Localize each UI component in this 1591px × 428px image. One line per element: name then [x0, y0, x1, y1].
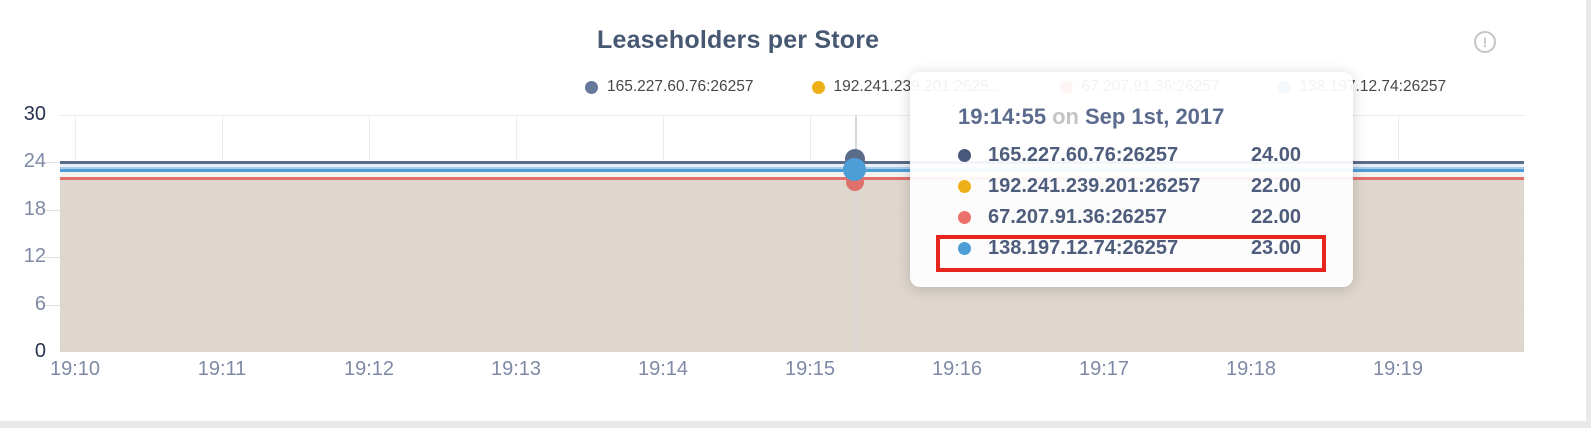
tooltip-row-value: 22.00 [1250, 175, 1301, 197]
tooltip-row-value: 24.00 [1250, 144, 1301, 166]
y-axis-tick-label: 30 [23, 103, 46, 125]
tooltip-row-label: 165.227.60.76:26257 [988, 144, 1179, 166]
axis-tick [42, 257, 60, 258]
hover-guideline [855, 115, 857, 352]
y-axis-tick-label: 0 [34, 340, 46, 362]
series-line-138-197-12-74 [60, 169, 1524, 172]
x-axis-tick-label: 19:10 [49, 358, 101, 380]
page-edge [0, 421, 1591, 428]
gridline [60, 115, 1524, 116]
y-axis-tick-label: 18 [23, 198, 46, 220]
legend-item-165-227-60-76[interactable]: 165.227.60.76:26257 [585, 78, 754, 96]
series-dot-icon [585, 80, 598, 94]
series-line-165-227-60-76 [60, 161, 1524, 164]
tooltip-row: 67.207.91.36:26257 22.00 [958, 202, 1301, 233]
tooltip-row-highlighted: 138.197.12.74:26257 23.00 [958, 233, 1301, 264]
y-axis-tick-label: 24 [23, 150, 46, 172]
x-axis-tick-label: 19:18 [1225, 358, 1277, 380]
series-band [60, 172, 1524, 177]
tooltip-row-label: 192.241.239.201:26257 [988, 175, 1201, 197]
tooltip-row-value: 23.00 [1250, 237, 1301, 259]
tooltip-rows: 165.227.60.76:26257 24.00 192.241.239.20… [958, 140, 1301, 264]
tooltip-time: 19:14:55 [958, 104, 1047, 129]
tooltip-date: Sep 1st, 2017 [1084, 104, 1225, 129]
tooltip-row: 192.241.239.201:26257 22.00 [958, 171, 1301, 202]
series-dot-icon [958, 211, 971, 224]
y-axis-tick-label: 12 [23, 245, 46, 267]
series-dot-icon [958, 242, 971, 255]
y-axis-tick-label: 6 [34, 293, 46, 315]
axis-tick [42, 305, 60, 306]
hover-tooltip: 19:14:55 on Sep 1st, 2017 165.227.60.76:26… [910, 72, 1353, 287]
tooltip-row-label: 138.197.12.74:26257 [988, 237, 1179, 259]
series-line-67-207-91-36 [60, 177, 1524, 180]
x-axis-tick-label: 19:19 [1372, 358, 1424, 380]
x-axis-tick-label: 19:15 [784, 358, 836, 380]
x-axis-tick-label: 19:11 [197, 358, 247, 380]
tooltip-row: 165.227.60.76:26257 24.00 [958, 140, 1301, 171]
series-dot-icon [811, 80, 825, 94]
tooltip-row-label: 67.207.91.36:26257 [988, 206, 1168, 228]
x-axis-tick-label: 19:13 [490, 358, 542, 380]
page-edge [1586, 0, 1591, 428]
hover-marker-blue [843, 158, 866, 181]
legend-item-label: 165.227.60.76:26257 [607, 78, 754, 95]
series-dot-icon [958, 149, 971, 162]
x-axis-tick-label: 19:14 [637, 358, 689, 380]
axis-tick [42, 210, 60, 211]
x-axis-tick-label: 19:17 [1078, 358, 1130, 380]
series-dot-icon [958, 180, 971, 193]
x-axis-tick-label: 19:12 [343, 358, 395, 380]
series-band [60, 164, 1524, 169]
info-icon[interactable]: ! [1474, 31, 1496, 53]
tooltip-timestamp: 19:14:55 on Sep 1st, 2017 [958, 102, 1301, 132]
x-axis-tick-label: 19:16 [931, 358, 983, 380]
axis-tick [42, 162, 60, 163]
tooltip-row-value: 22.00 [1250, 206, 1301, 228]
chart-title: Leaseholders per Store [597, 26, 880, 54]
tooltip-on-word: on [1052, 104, 1079, 129]
